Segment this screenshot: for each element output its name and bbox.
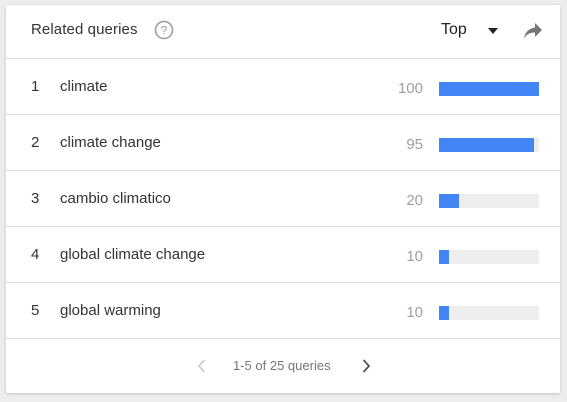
row-query: climate change <box>60 134 161 151</box>
row-rank: 5 <box>31 302 39 319</box>
help-circle-icon[interactable]: ? <box>154 20 174 40</box>
value-bar-track <box>439 194 539 208</box>
card-title: Related queries <box>31 21 138 38</box>
row-rank: 4 <box>31 246 39 263</box>
card-header: Related queries ? Top <box>6 5 560 59</box>
value-bar-fill <box>439 138 534 152</box>
row-rank: 1 <box>31 78 39 95</box>
query-row[interactable]: 1 climate 100 <box>6 59 560 115</box>
related-queries-card: Related queries ? Top 1 climate 100 2 cl… <box>6 5 560 393</box>
row-value: 10 <box>406 304 423 321</box>
row-value: 10 <box>406 248 423 265</box>
row-query: cambio climatico <box>60 190 171 207</box>
query-row[interactable]: 2 climate change 95 <box>6 115 560 171</box>
chevron-left-icon[interactable] <box>194 357 210 375</box>
query-row[interactable]: 5 global warming 10 <box>6 283 560 339</box>
value-bar-fill <box>439 306 449 320</box>
chevron-right-icon[interactable] <box>358 357 374 375</box>
value-bar-track <box>439 306 539 320</box>
row-value: 20 <box>406 192 423 209</box>
share-arrow-icon[interactable] <box>523 22 543 40</box>
value-bar-fill <box>439 82 539 96</box>
value-bar-track <box>439 138 539 152</box>
row-value: 95 <box>406 136 423 153</box>
value-bar-fill <box>439 250 449 264</box>
queries-list: 1 climate 100 2 climate change 95 3 camb… <box>6 59 560 339</box>
row-rank: 2 <box>31 134 39 151</box>
svg-text:?: ? <box>161 23 168 37</box>
row-value: 100 <box>398 80 423 97</box>
row-query: global warming <box>60 302 161 319</box>
pagination: 1-5 of 25 queries <box>6 340 560 393</box>
select-value: Top <box>441 21 467 39</box>
pager-label: 1-5 of 25 queries <box>233 358 331 373</box>
query-row[interactable]: 4 global climate change 10 <box>6 227 560 283</box>
row-query: global climate change <box>60 246 205 263</box>
value-bar-track <box>439 250 539 264</box>
row-rank: 3 <box>31 190 39 207</box>
caret-down-icon <box>488 28 498 34</box>
row-query: climate <box>60 78 108 95</box>
value-bar-track <box>439 82 539 96</box>
query-row[interactable]: 3 cambio climatico 20 <box>6 171 560 227</box>
value-bar-fill <box>439 194 459 208</box>
top-rising-select[interactable]: Top <box>441 15 507 47</box>
